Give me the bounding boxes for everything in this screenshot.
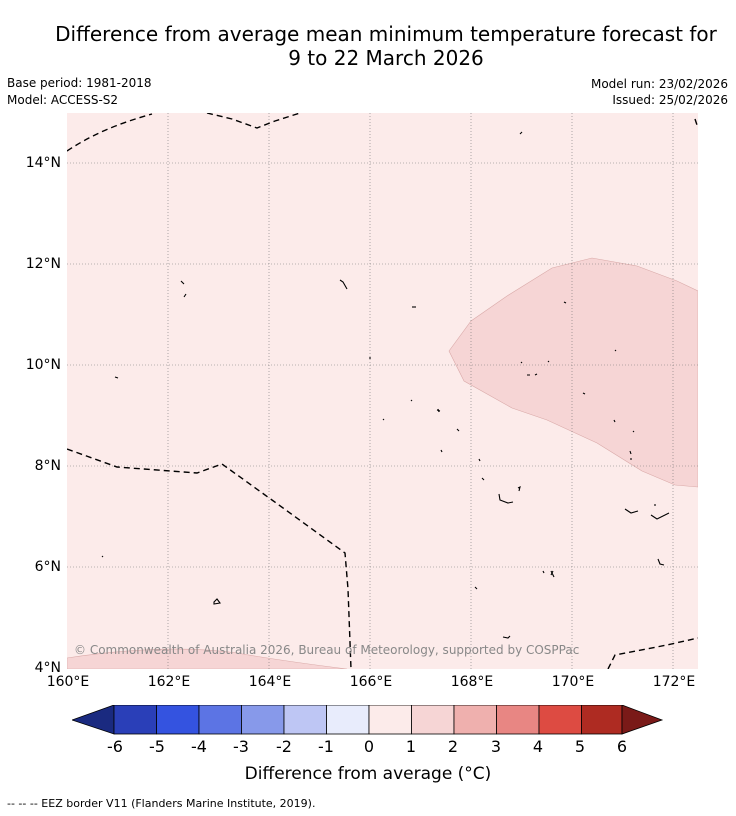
warm-anomaly-region <box>448 257 698 488</box>
colorbar-segment <box>198 705 242 735</box>
colorbar-label: 5 <box>574 737 586 756</box>
colorbar-label: -6 <box>107 737 123 756</box>
y-tick-6n: 6°N <box>34 559 61 575</box>
map-area[interactable]: © Commonwealth of Australia 2026, Bureau… <box>67 113 698 669</box>
x-tick-162e: 162°E <box>147 674 191 690</box>
y-tick-4n: 4°N <box>34 660 61 676</box>
colorbar-segment <box>241 705 285 735</box>
colorbar-label: -1 <box>318 737 334 756</box>
colorbar-segment <box>411 705 455 735</box>
x-tick-172e: 172°E <box>652 674 696 690</box>
model-run: Model run: 23/02/2026 <box>590 77 728 91</box>
colorbar-title: Difference from average (°C) <box>244 764 492 784</box>
colorbar-label: -3 <box>233 737 249 756</box>
x-tick-164e: 164°E <box>248 674 292 690</box>
colorbar-segment <box>496 705 540 735</box>
colorbar-segment <box>621 705 664 735</box>
colorbar-segment <box>72 705 115 735</box>
colorbar-segment <box>453 705 497 735</box>
eez-borders <box>67 113 698 669</box>
x-tick-166e: 166°E <box>349 674 393 690</box>
x-tick-170e: 170°E <box>551 674 595 690</box>
colorbar-label: 1 <box>405 737 417 756</box>
warm-anomaly-bottom <box>67 648 348 669</box>
base-period: Base period: 1981-2018 <box>7 76 152 90</box>
colorbar-segment <box>326 705 370 735</box>
title-line-2: 9 to 22 March 2026 <box>288 46 484 70</box>
map-svg <box>67 113 698 669</box>
issued-date: Issued: 25/02/2026 <box>612 93 728 107</box>
x-tick-160e: 160°E <box>46 674 90 690</box>
graticule <box>67 113 698 669</box>
x-tick-168e: 168°E <box>450 674 494 690</box>
islands <box>101 131 670 639</box>
colorbar-segment <box>538 705 582 735</box>
colorbar-segment <box>283 705 327 735</box>
colorbar-label: 0 <box>363 737 375 756</box>
colorbar-segment <box>113 705 157 735</box>
y-tick-12n: 12°N <box>25 256 61 272</box>
colorbar-label: 2 <box>447 737 459 756</box>
map-title: Difference from average mean minimum tem… <box>0 22 736 70</box>
copyright-notice: © Commonwealth of Australia 2026, Bureau… <box>74 643 580 657</box>
colorbar-segment <box>368 705 412 735</box>
colorbar-label: 4 <box>532 737 544 756</box>
eez-legend-note: -- -- -- EEZ border V11 (Flanders Marine… <box>7 797 316 810</box>
colorbar-label: -5 <box>149 737 165 756</box>
y-tick-14n: 14°N <box>25 155 61 171</box>
colorbar-label: 6 <box>616 737 628 756</box>
y-tick-8n: 8°N <box>34 458 61 474</box>
colorbar <box>72 705 664 735</box>
model-label: Model: ACCESS-S2 <box>7 93 119 107</box>
colorbar-label: -4 <box>191 737 207 756</box>
colorbar-label: -2 <box>276 737 292 756</box>
colorbar-label: 3 <box>490 737 502 756</box>
title-line-1: Difference from average mean minimum tem… <box>55 22 717 46</box>
colorbar-segment <box>581 705 623 735</box>
colorbar-segment <box>156 705 200 735</box>
y-tick-10n: 10°N <box>25 357 61 373</box>
